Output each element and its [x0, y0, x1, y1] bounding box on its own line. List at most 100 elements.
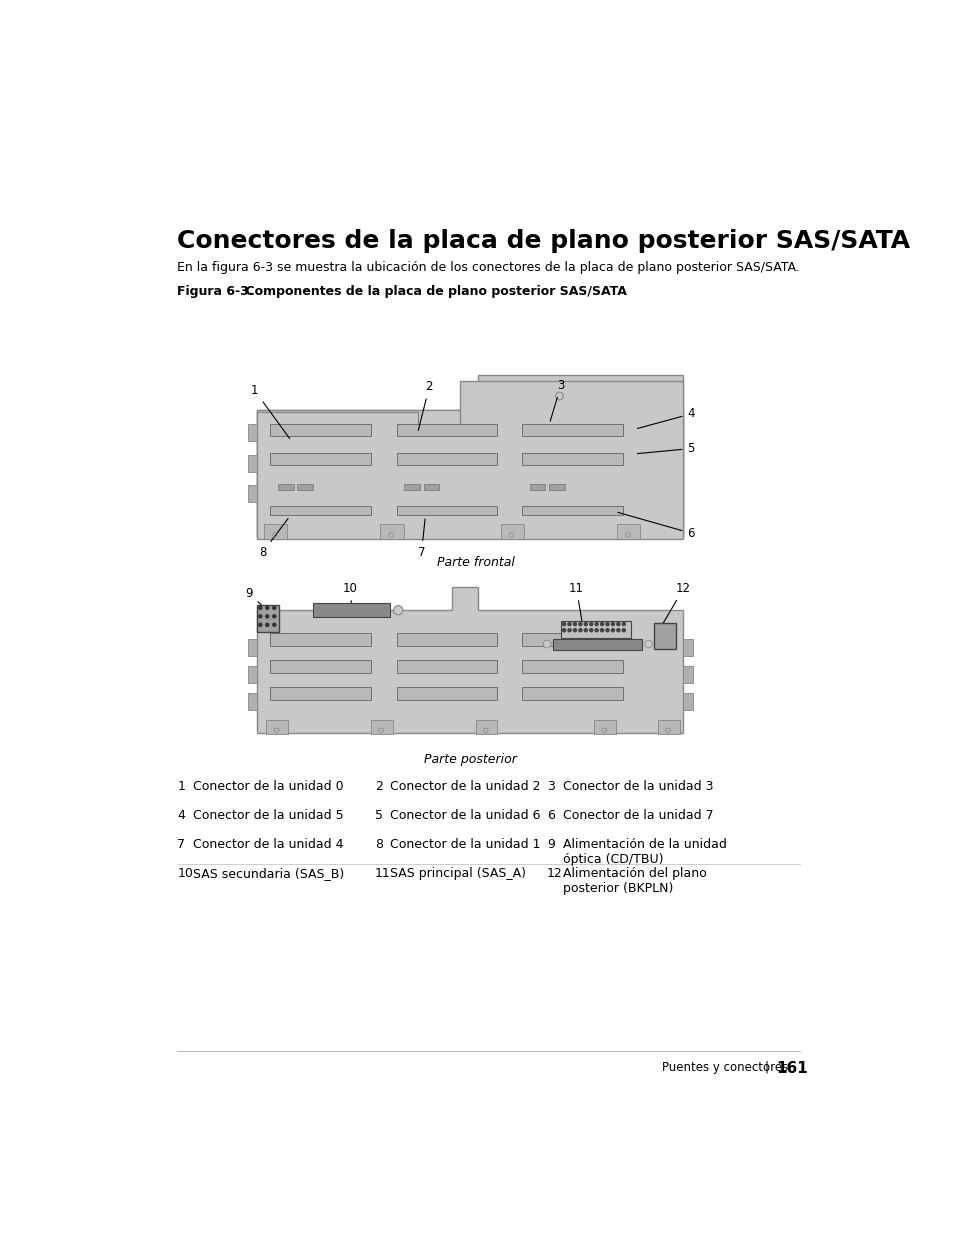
Text: 10: 10 [177, 867, 193, 881]
Text: Conector de la unidad 6: Conector de la unidad 6 [390, 809, 540, 821]
Circle shape [617, 629, 619, 632]
Bar [257, 410, 477, 537]
Bar [521, 424, 622, 436]
Text: 7: 7 [417, 519, 425, 559]
Bar [521, 661, 622, 673]
Bar [594, 720, 616, 734]
Bar [500, 524, 523, 540]
Bar [270, 687, 371, 699]
Text: 161: 161 [776, 1061, 807, 1076]
Bar [682, 693, 692, 710]
Bar [266, 720, 288, 734]
Text: Alimentación de la unidad
óptica (CD/TBU): Alimentación de la unidad óptica (CD/TBU… [562, 839, 725, 866]
Bar [521, 506, 622, 515]
Bar [521, 453, 622, 466]
Bar [248, 485, 257, 503]
Bar [404, 484, 419, 490]
Circle shape [562, 629, 565, 632]
PathPatch shape [257, 380, 682, 540]
Text: 8: 8 [375, 839, 382, 851]
Circle shape [258, 624, 261, 626]
Bar [396, 687, 497, 699]
Circle shape [573, 622, 576, 626]
Text: 7: 7 [177, 839, 185, 851]
Circle shape [617, 622, 619, 626]
Bar [658, 720, 679, 734]
Text: 5: 5 [637, 442, 694, 454]
Bar [549, 484, 564, 490]
Circle shape [595, 629, 598, 632]
Circle shape [599, 622, 603, 626]
Circle shape [258, 606, 261, 609]
Text: Parte posterior: Parte posterior [423, 752, 517, 766]
Text: SAS secundaria (SAS_B): SAS secundaria (SAS_B) [193, 867, 344, 881]
Bar [396, 634, 497, 646]
Circle shape [589, 629, 592, 632]
Bar [682, 667, 692, 683]
PathPatch shape [257, 587, 682, 734]
Bar [423, 484, 439, 490]
Text: Alimentación del plano
posterior (BKPLN): Alimentación del plano posterior (BKPLN) [562, 867, 705, 895]
Circle shape [599, 629, 603, 632]
Bar [264, 524, 287, 540]
Text: 6: 6 [546, 809, 555, 821]
Circle shape [273, 606, 275, 609]
Circle shape [595, 622, 598, 626]
Text: 12: 12 [546, 867, 562, 881]
Bar [371, 720, 393, 734]
Text: Componentes de la placa de plano posterior SAS/SATA: Componentes de la placa de plano posteri… [228, 285, 626, 299]
Circle shape [578, 622, 581, 626]
Circle shape [567, 629, 571, 632]
Text: Parte frontal: Parte frontal [436, 556, 515, 569]
Circle shape [611, 629, 614, 632]
Text: 9: 9 [246, 587, 268, 613]
Circle shape [578, 629, 581, 632]
Bar [257, 410, 682, 537]
Circle shape [611, 622, 614, 626]
Bar [617, 524, 639, 540]
Bar [270, 453, 371, 466]
Bar [477, 375, 682, 537]
Text: 6: 6 [618, 513, 694, 540]
Circle shape [583, 629, 587, 632]
Text: 11: 11 [375, 867, 391, 881]
Circle shape [273, 615, 275, 618]
Circle shape [621, 622, 624, 626]
Bar [270, 661, 371, 673]
Bar [270, 506, 371, 515]
Text: Conectores de la placa de plano posterior SAS/SATA: Conectores de la placa de plano posterio… [177, 228, 909, 253]
Text: 10: 10 [342, 582, 357, 606]
Bar [654, 622, 675, 650]
Circle shape [573, 629, 576, 632]
Bar [248, 640, 257, 656]
Text: Conector de la unidad 4: Conector de la unidad 4 [193, 839, 343, 851]
Bar [270, 424, 371, 436]
Circle shape [258, 615, 261, 618]
Circle shape [394, 605, 402, 615]
Text: Conector de la unidad 0: Conector de la unidad 0 [193, 779, 343, 793]
Text: 12: 12 [662, 582, 690, 624]
Circle shape [589, 622, 592, 626]
Bar [248, 693, 257, 710]
Bar [396, 424, 497, 436]
Text: 2: 2 [375, 779, 382, 793]
Text: Conector de la unidad 5: Conector de la unidad 5 [193, 809, 343, 821]
Text: 9: 9 [546, 839, 555, 851]
Circle shape [562, 622, 565, 626]
Bar [476, 720, 497, 734]
Circle shape [266, 624, 269, 626]
Text: SAS principal (SAS_A): SAS principal (SAS_A) [390, 867, 526, 881]
Circle shape [273, 624, 275, 626]
Circle shape [266, 606, 269, 609]
Text: 11: 11 [568, 582, 583, 632]
Bar [248, 424, 257, 441]
Bar [530, 484, 545, 490]
Bar [396, 453, 497, 466]
Text: 3: 3 [550, 379, 564, 421]
Text: |: | [763, 1061, 767, 1073]
Bar [248, 454, 257, 472]
Bar [248, 667, 257, 683]
Bar [560, 621, 630, 638]
Text: En la figura 6-3 se muestra la ubicación de los conectores de la placa de plano : En la figura 6-3 se muestra la ubicación… [177, 262, 800, 274]
Bar [313, 603, 390, 618]
